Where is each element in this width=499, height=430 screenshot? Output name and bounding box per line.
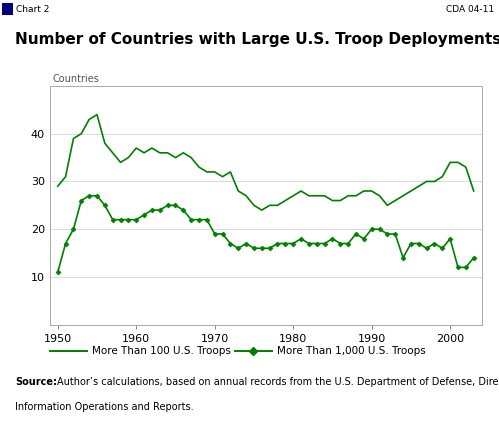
Text: Countries: Countries (52, 74, 99, 84)
Bar (2, 3, 13, 15)
Text: Source:: Source: (15, 377, 57, 387)
Text: Information Operations and Reports.: Information Operations and Reports. (15, 402, 194, 412)
Text: More Than 100 U.S. Troops: More Than 100 U.S. Troops (92, 346, 231, 356)
Text: Number of Countries with Large U.S. Troop Deployments, 1950-2003: Number of Countries with Large U.S. Troo… (15, 33, 499, 47)
Text: Author’s calculations, based on annual records from the U.S. Department of Defen: Author’s calculations, based on annual r… (57, 377, 499, 387)
Text: More Than 1,000 U.S. Troops: More Than 1,000 U.S. Troops (277, 346, 426, 356)
Text: Chart 2: Chart 2 (16, 4, 49, 13)
Text: CDA 04-11: CDA 04-11 (446, 4, 494, 13)
